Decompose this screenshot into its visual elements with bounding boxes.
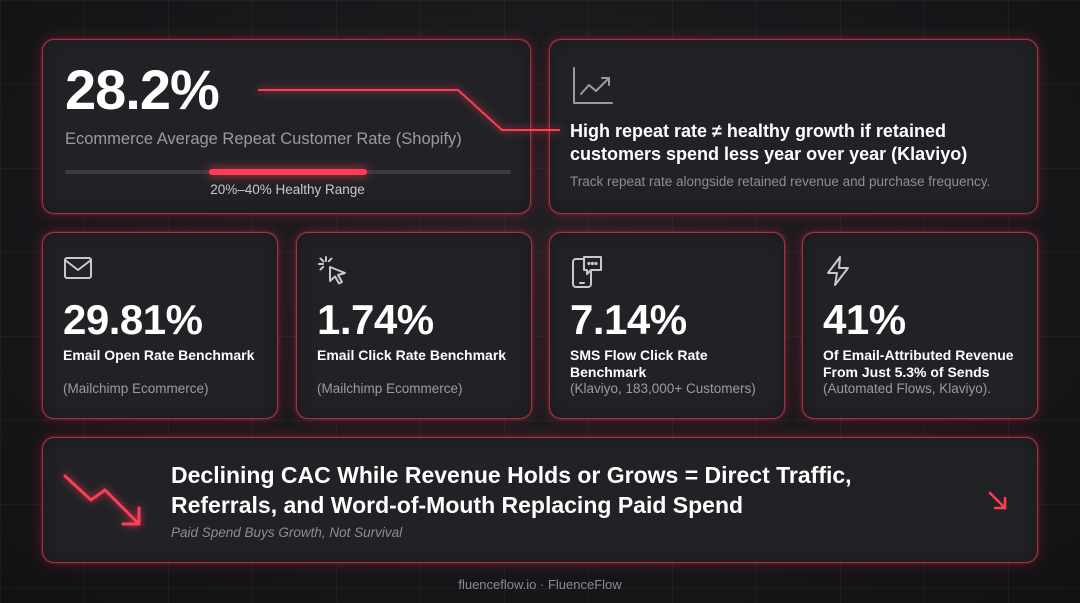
footer-credit: fluenceflow.io · FluenceFlow (458, 577, 622, 592)
metric-card-email-click: 1.74% Email Click Rate Benchmark (Mailch… (296, 232, 532, 419)
banner-subtitle: Paid Spend Buys Growth, Not Survival (171, 525, 403, 540)
cursor-click-icon (317, 255, 349, 292)
healthy-range-bar (65, 169, 511, 175)
repeat-rate-card: 28.2% Ecommerce Average Repeat Customer … (42, 39, 531, 214)
trend-down-icon (63, 472, 147, 535)
metric-source: (Mailchimp Ecommerce) (63, 381, 209, 396)
metric-source: (Klaviyo, 183,000+ Customers) (570, 381, 756, 396)
line-chart-icon (572, 66, 614, 111)
metric-value: 7.14% (570, 296, 687, 343)
metric-source: (Automated Flows, Klaviyo). (823, 381, 992, 396)
phone-message-icon (570, 255, 604, 294)
metric-title: SMS Flow Click Rate Benchmark (570, 347, 708, 381)
metric-value: 1.74% (317, 296, 434, 343)
insight-subtitle: Track repeat rate alongside retained rev… (570, 174, 991, 189)
cac-banner: Declining CAC While Revenue Holds or Gro… (42, 437, 1038, 563)
repeat-rate-label: Ecommerce Average Repeat Customer Rate (… (65, 130, 462, 148)
metric-card-sms-click: 7.14% SMS Flow Click Rate Benchmark (Kla… (549, 232, 785, 419)
lightning-icon (823, 255, 853, 292)
metric-value: 29.81% (63, 296, 203, 343)
metric-title: Of Email-Attributed Revenue From Just 5.… (823, 347, 1014, 381)
metric-value: 41% (823, 296, 906, 343)
metric-source: (Mailchimp Ecommerce) (317, 381, 463, 396)
insight-title: High repeat rate ≠ healthy growth if ret… (570, 121, 968, 165)
healthy-range-fill (209, 169, 367, 175)
healthy-range-label: 20%–40% Healthy Range (210, 182, 365, 197)
insight-card: High repeat rate ≠ healthy growth if ret… (549, 39, 1038, 214)
arrow-down-right-icon (987, 490, 1009, 517)
metric-card-email-open: 29.81% Email Open Rate Benchmark (Mailch… (42, 232, 278, 419)
repeat-rate-value: 28.2% (65, 58, 220, 121)
mail-icon (63, 255, 93, 286)
metric-title: Email Open Rate Benchmark (63, 347, 255, 363)
metric-title: Email Click Rate Benchmark (317, 347, 507, 363)
metric-card-flow-revenue: 41% Of Email-Attributed Revenue From Jus… (802, 232, 1038, 419)
banner-title: Declining CAC While Revenue Holds or Gro… (171, 462, 852, 519)
